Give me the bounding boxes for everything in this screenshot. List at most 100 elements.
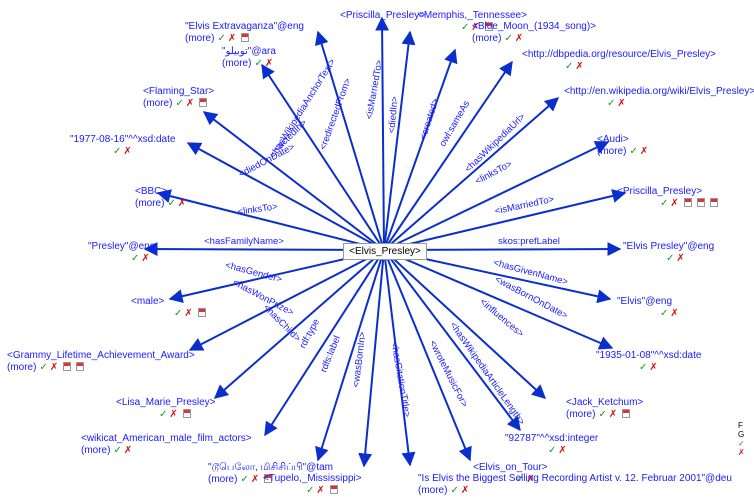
source-document-icon[interactable] bbox=[76, 362, 85, 371]
cross-icon[interactable]: ✗ bbox=[184, 308, 193, 319]
node-label[interactable]: <male> bbox=[131, 296, 165, 307]
edge-label[interactable]: <diedIn> bbox=[386, 95, 400, 133]
source-document-icon[interactable] bbox=[197, 308, 206, 317]
more-link[interactable]: (more) bbox=[418, 485, 448, 496]
edge-label[interactable]: <linksTo> bbox=[237, 201, 279, 218]
more-link[interactable]: (more) bbox=[208, 474, 238, 485]
node-label[interactable]: "92787"^^xsd:integer bbox=[505, 433, 599, 444]
node-label[interactable]: "Presley"@eng bbox=[88, 241, 156, 252]
check-icon[interactable]: ✓ bbox=[666, 253, 675, 264]
check-icon[interactable]: ✓ bbox=[461, 22, 470, 33]
edge-label[interactable]: skos:prefLabel bbox=[498, 236, 560, 247]
cross-icon[interactable]: ✗ bbox=[169, 409, 178, 420]
check-icon[interactable]: ✓ bbox=[113, 445, 122, 456]
edge-label[interactable]: <hasFamilyName> bbox=[204, 236, 284, 247]
cross-icon[interactable]: ✗ bbox=[460, 485, 470, 496]
source-document-icon[interactable] bbox=[264, 474, 273, 483]
source-document-icon[interactable] bbox=[683, 198, 692, 207]
check-icon[interactable]: ✓ bbox=[450, 485, 459, 496]
node-label[interactable]: <Priscilla_Presley> bbox=[340, 10, 426, 21]
check-icon[interactable]: ✓ bbox=[660, 308, 669, 319]
edge-label[interactable]: <hasCitationTitle> bbox=[388, 341, 412, 418]
node-label[interactable]: <Grammy_Lifetime_Achievement_Award> bbox=[7, 350, 195, 361]
check-icon[interactable]: ✓ bbox=[39, 362, 48, 373]
source-document-icon[interactable] bbox=[241, 33, 250, 42]
node-label[interactable]: <Tupelo,_Mississippi> bbox=[263, 473, 362, 484]
node-label[interactable]: "Elvis"@eng bbox=[617, 296, 673, 307]
cross-icon[interactable]: ✗ bbox=[123, 146, 132, 157]
check-icon[interactable]: ✓ bbox=[217, 33, 226, 44]
more-link[interactable]: (more) bbox=[7, 362, 37, 373]
cross-icon[interactable]: ✗ bbox=[617, 98, 626, 109]
source-document-icon[interactable] bbox=[329, 485, 338, 494]
node-label[interactable]: "Is Elvis the Biggest Selling Recording … bbox=[418, 473, 732, 484]
node-label[interactable]: "1935-01-08"^^xsd:date bbox=[596, 350, 702, 361]
edge-label[interactable]: <isMarriedTo> bbox=[494, 194, 556, 217]
edge-label[interactable]: <diedOnDate> bbox=[237, 141, 297, 180]
node-label[interactable]: <Flaming_Star> bbox=[143, 86, 215, 97]
node-label[interactable]: <Elvis_on_Tour> bbox=[473, 462, 548, 473]
cross-icon[interactable]: ✗ bbox=[526, 474, 535, 485]
check-icon[interactable]: ✓ bbox=[548, 445, 557, 456]
cross-icon[interactable]: ✗ bbox=[264, 58, 274, 69]
source-document-icon[interactable] bbox=[696, 198, 705, 207]
cross-icon[interactable]: ✗ bbox=[49, 362, 59, 373]
check-icon[interactable]: ✓ bbox=[306, 485, 315, 496]
check-icon[interactable]: ✓ bbox=[504, 33, 513, 44]
source-document-icon[interactable] bbox=[63, 362, 72, 371]
more-link[interactable]: (more) bbox=[597, 146, 627, 157]
source-document-icon[interactable] bbox=[484, 22, 493, 31]
node-label[interactable]: <http://dbpedia.org/resource/Elvis_Presl… bbox=[522, 49, 716, 60]
source-document-icon[interactable] bbox=[182, 409, 191, 418]
more-link[interactable]: (more) bbox=[81, 445, 111, 456]
more-link[interactable]: (more) bbox=[143, 98, 173, 109]
more-link[interactable]: (more) bbox=[185, 33, 215, 44]
cross-icon[interactable]: ✗ bbox=[250, 474, 260, 485]
source-document-icon[interactable] bbox=[709, 198, 718, 207]
cross-icon[interactable]: ✗ bbox=[558, 445, 567, 456]
node-label[interactable]: "1977-08-16"^^xsd:date bbox=[70, 134, 176, 145]
more-link[interactable]: (more) bbox=[566, 409, 596, 420]
cross-icon[interactable]: ✗ bbox=[649, 362, 658, 373]
node-label[interactable]: <BBC> bbox=[135, 186, 168, 197]
edge-label[interactable]: <created> bbox=[418, 97, 442, 142]
node-label[interactable]: "Elvis Extravaganza"@eng bbox=[185, 21, 304, 32]
node-label[interactable]: <Priscilla_Presley> bbox=[617, 186, 703, 197]
check-icon[interactable]: ✓ bbox=[629, 146, 638, 157]
node-label[interactable]: <Jack_Ketchum> bbox=[566, 397, 644, 408]
check-icon[interactable]: ✓ bbox=[660, 198, 669, 209]
node-label[interactable]: <Memphis,_Tennessee> bbox=[418, 10, 527, 21]
check-icon[interactable]: ✓ bbox=[516, 474, 525, 485]
node-label[interactable]: "Elvis Presley"@eng bbox=[623, 241, 715, 252]
edge-label[interactable]: <influences> bbox=[477, 297, 526, 340]
node-label[interactable]: <wikicat_American_male_film_actors> bbox=[81, 433, 252, 444]
more-link[interactable]: (more) bbox=[135, 198, 165, 209]
check-icon[interactable]: ✓ bbox=[254, 58, 263, 69]
node-label[interactable]: "டூபெலோ, மிசிசிப்பி"@tam bbox=[208, 462, 333, 473]
check-icon[interactable]: ✓ bbox=[174, 308, 183, 319]
edge-label[interactable]: owl:sameAs bbox=[437, 99, 472, 149]
cross-icon[interactable]: ✗ bbox=[670, 308, 679, 319]
edge-label[interactable]: <wasBornIn> bbox=[351, 331, 369, 388]
check-icon[interactable]: ✓ bbox=[598, 409, 607, 420]
more-link[interactable]: (more) bbox=[222, 58, 252, 69]
node-label[interactable]: <http://en.wikipedia.org/wiki/Elvis_Pres… bbox=[564, 86, 754, 97]
more-link[interactable]: (more) bbox=[472, 33, 502, 44]
cross-icon[interactable]: ✗ bbox=[185, 98, 195, 109]
cross-icon[interactable]: ✗ bbox=[316, 485, 325, 496]
check-icon[interactable]: ✓ bbox=[639, 362, 648, 373]
edge-label[interactable]: rdfs:label bbox=[318, 334, 343, 374]
check-icon[interactable]: ✓ bbox=[607, 98, 616, 109]
cross-icon[interactable]: ✗ bbox=[471, 22, 480, 33]
node-label[interactable]: "توبيلو"@ara bbox=[222, 46, 276, 57]
check-icon[interactable]: ✓ bbox=[159, 409, 168, 420]
check-icon[interactable]: ✓ bbox=[565, 61, 574, 72]
source-document-icon[interactable] bbox=[199, 98, 208, 107]
node-label[interactable]: <Blue_Moon_(1934_song)> bbox=[472, 21, 596, 32]
check-icon[interactable]: ✓ bbox=[131, 253, 140, 264]
center-node[interactable]: <Elvis_Presley> bbox=[343, 243, 427, 260]
check-icon[interactable]: ✓ bbox=[167, 198, 176, 209]
cross-icon[interactable]: ✗ bbox=[177, 198, 187, 209]
cross-icon[interactable]: ✗ bbox=[639, 146, 649, 157]
cross-icon[interactable]: ✗ bbox=[227, 33, 237, 44]
